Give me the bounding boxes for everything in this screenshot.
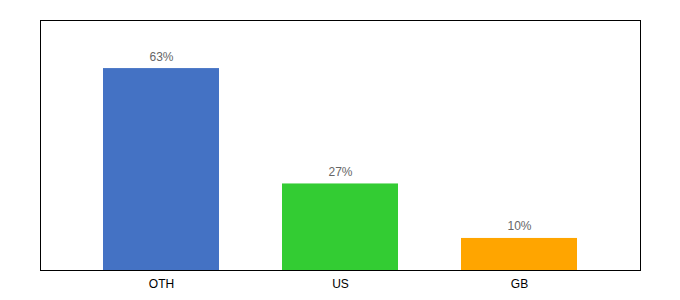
svg-text:US: US: [332, 277, 349, 291]
svg-text:63%: 63%: [149, 50, 173, 64]
svg-text:GB: GB: [511, 277, 528, 291]
svg-text:27%: 27%: [328, 165, 352, 179]
svg-text:10%: 10%: [507, 219, 531, 233]
svg-text:OTH: OTH: [149, 277, 174, 291]
